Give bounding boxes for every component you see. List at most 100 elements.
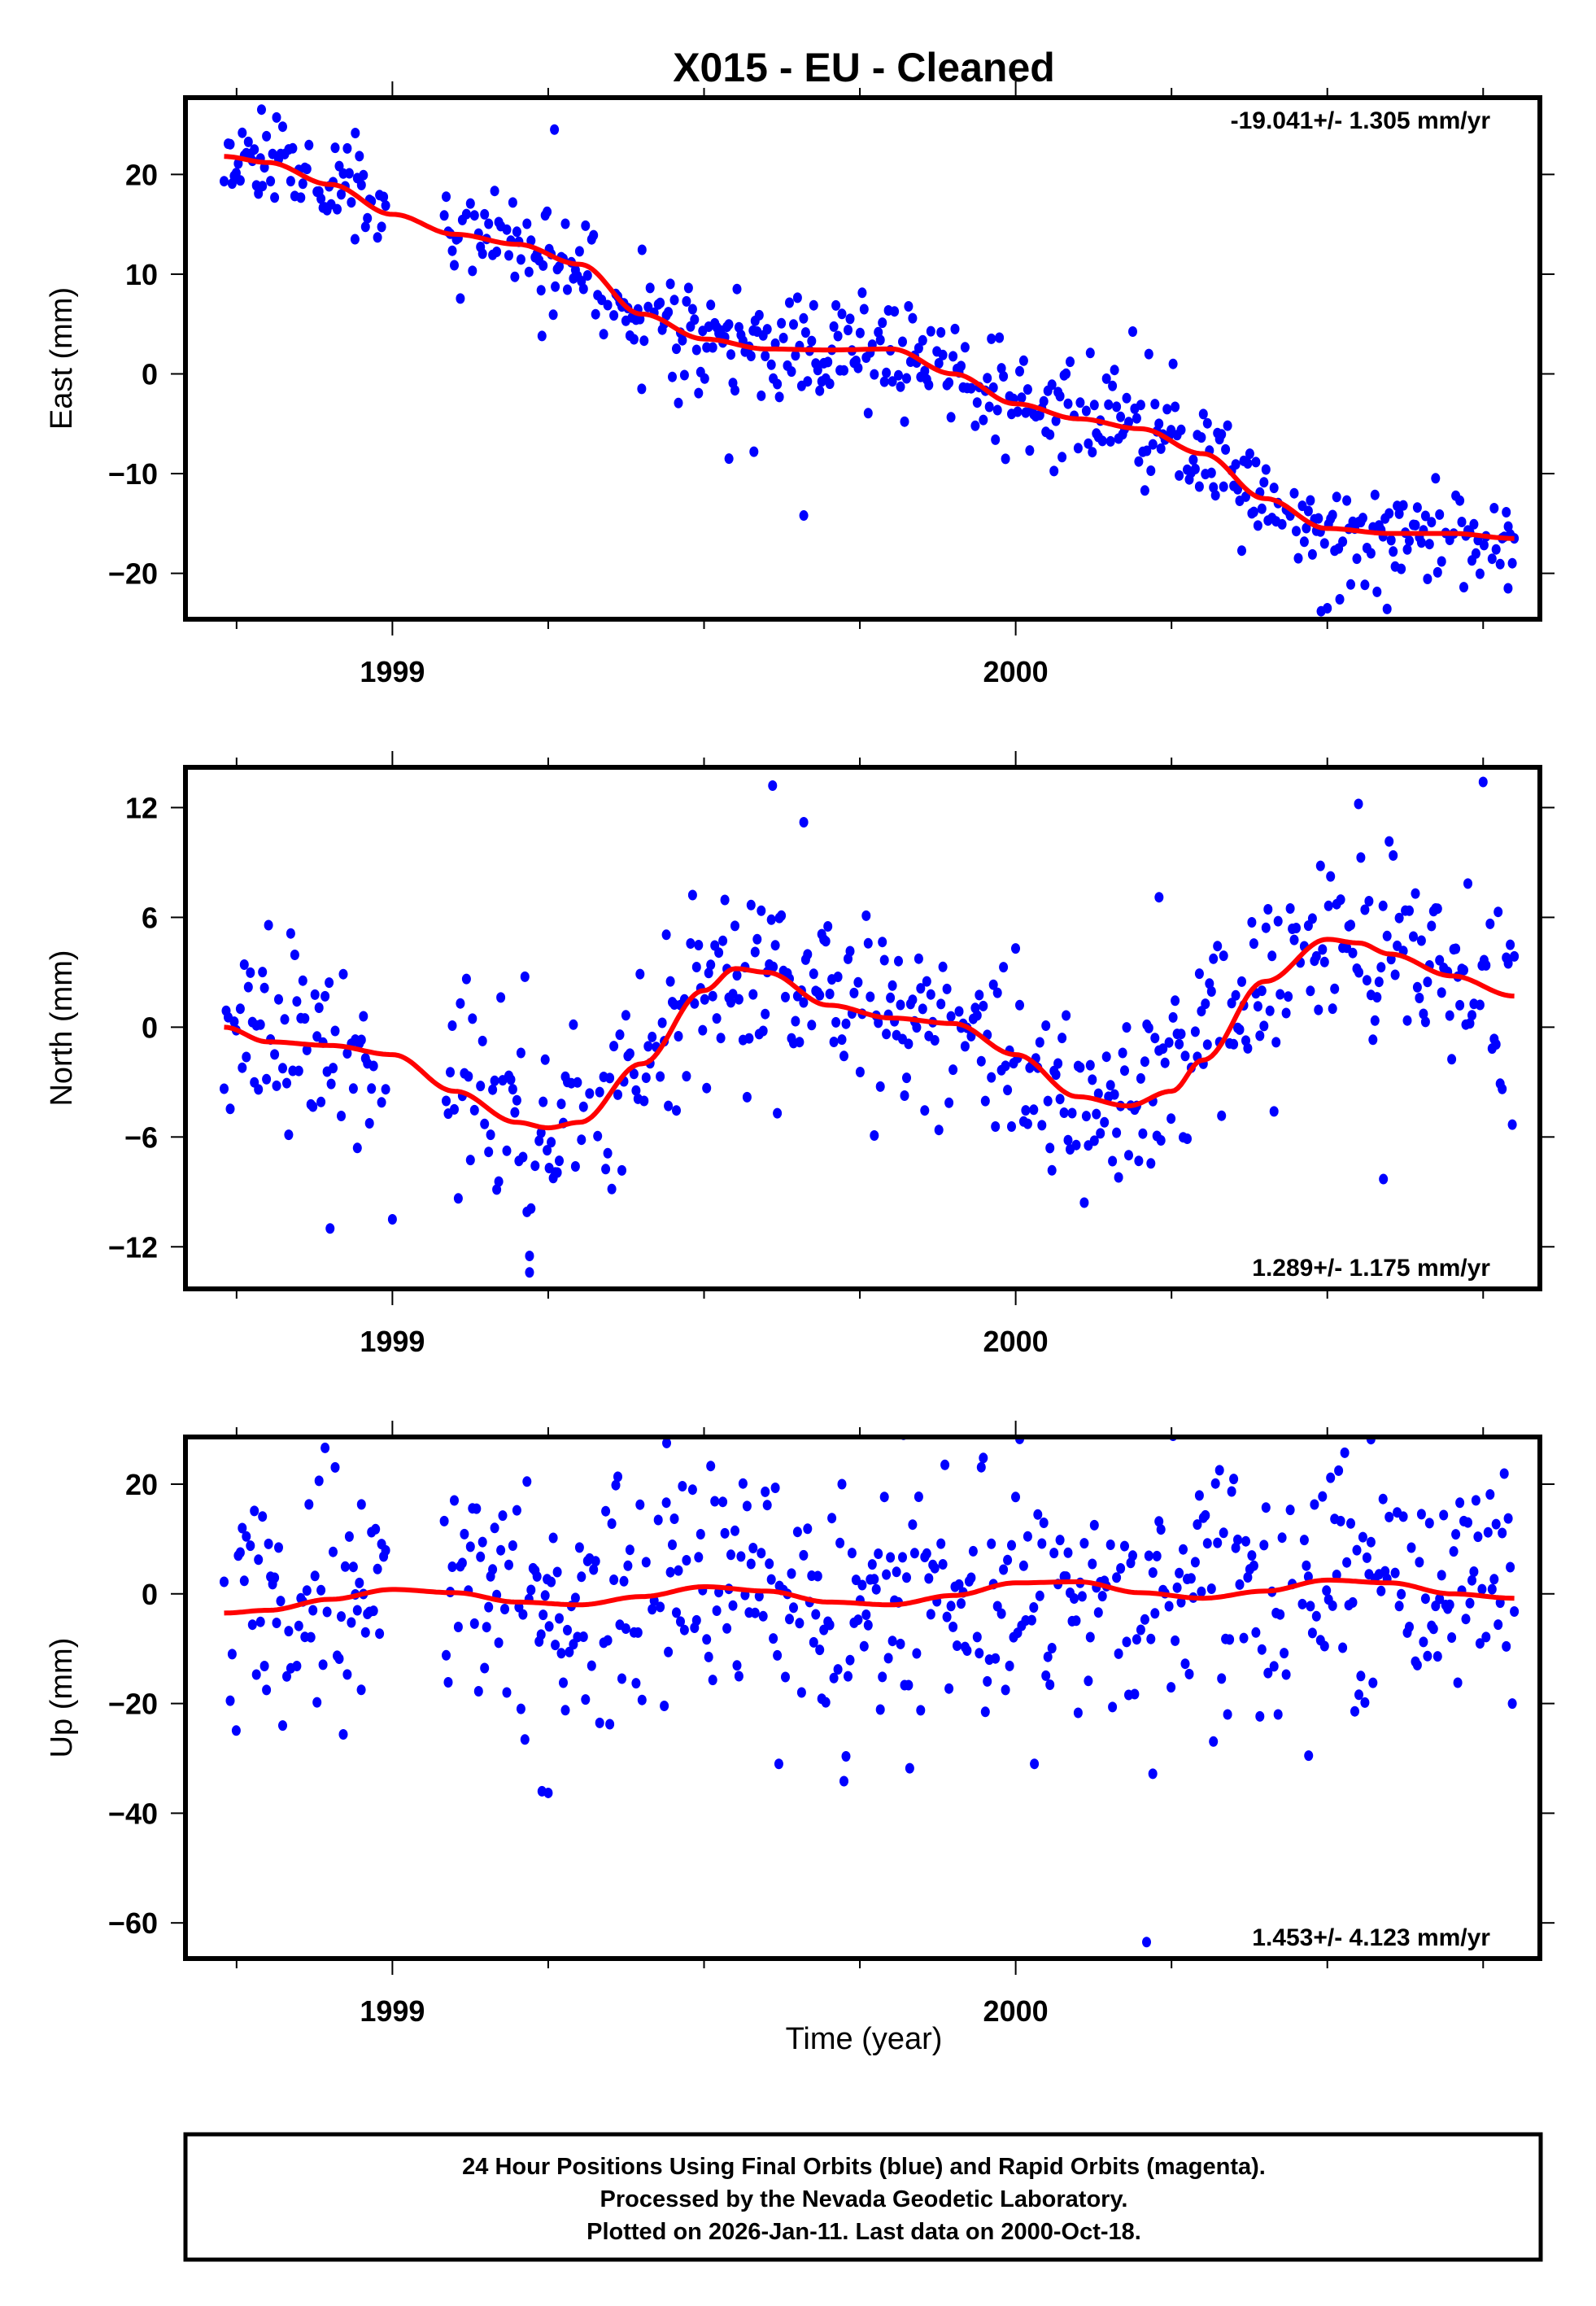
data-point: [316, 1096, 326, 1107]
data-point: [1269, 483, 1279, 494]
data-point: [356, 1034, 366, 1046]
data-point: [966, 1572, 976, 1583]
data-point: [823, 921, 833, 932]
data-point: [1435, 954, 1445, 966]
data-point: [1307, 913, 1317, 924]
y-tick-label: 20: [125, 1468, 158, 1501]
data-point: [999, 962, 1009, 973]
data-point: [882, 1569, 892, 1580]
data-point: [984, 401, 994, 413]
data-point: [1390, 1567, 1400, 1579]
data-point: [255, 1616, 265, 1627]
data-point: [683, 282, 693, 294]
data-point: [1340, 1447, 1350, 1458]
data-point: [476, 1081, 486, 1092]
data-point-outlier: [1030, 1758, 1040, 1770]
data-point: [560, 218, 570, 229]
data-point: [1085, 1631, 1095, 1643]
data-point: [1053, 1058, 1063, 1069]
data-point: [946, 1011, 956, 1022]
data-point: [1477, 1583, 1487, 1595]
data-point: [948, 351, 958, 362]
data-point: [1416, 1509, 1426, 1520]
data-point: [460, 1528, 469, 1540]
data-point: [800, 327, 810, 338]
data-point: [1055, 1094, 1065, 1105]
data-point: [250, 1505, 259, 1517]
footer-line-3: Plotted on 2026-Jan-11. Last data on 200…: [587, 2219, 1141, 2245]
data-point: [1073, 443, 1083, 454]
data-point: [516, 1047, 525, 1059]
data-point: [672, 1105, 681, 1116]
data-point: [1116, 1563, 1126, 1574]
data-point: [1021, 1105, 1031, 1116]
data-point: [908, 312, 918, 324]
data-point: [1269, 1106, 1279, 1117]
data-point: [338, 1729, 348, 1740]
data-point: [1239, 1632, 1249, 1644]
data-point: [300, 1013, 310, 1024]
data-point: [1251, 456, 1261, 468]
data-point: [1035, 1590, 1044, 1601]
data-point: [496, 992, 506, 1003]
data-point: [991, 434, 1001, 445]
data-point: [1144, 348, 1153, 360]
data-point: [347, 1617, 356, 1628]
data-point: [1039, 1518, 1049, 1528]
data-point: [330, 1461, 340, 1473]
data-point: [988, 382, 998, 393]
data-point: [1175, 1567, 1184, 1579]
data-point: [1172, 1582, 1182, 1593]
data-point: [1251, 1627, 1261, 1638]
data-point: [1372, 992, 1382, 1003]
data-point: [1402, 1015, 1412, 1026]
data-point: [1311, 950, 1321, 962]
data-point: [631, 1085, 641, 1096]
data-point: [496, 1544, 506, 1556]
data-point: [453, 1622, 463, 1632]
data-point: [1307, 548, 1317, 560]
data-point: [672, 1607, 681, 1618]
data-point: [469, 1618, 479, 1629]
data-point: [960, 342, 970, 353]
data-point: [1259, 1540, 1269, 1551]
data-point: [861, 1609, 871, 1620]
data-point: [1346, 1518, 1355, 1529]
data-point: [946, 412, 956, 423]
data-point: [1390, 969, 1400, 980]
data-point: [1197, 432, 1206, 443]
data-point: [340, 1561, 350, 1572]
data-point: [761, 351, 770, 361]
data-point: [668, 371, 677, 382]
data-point: [1432, 903, 1442, 915]
data-point: [453, 1193, 463, 1204]
data-point: [375, 1628, 385, 1640]
data-point: [1409, 931, 1418, 942]
data-point: [1420, 510, 1430, 522]
data-point: [1001, 453, 1010, 465]
data-point-outlier: [1503, 583, 1513, 594]
data-point: [1292, 526, 1301, 537]
data-point: [1092, 1108, 1101, 1120]
data-point: [1360, 579, 1370, 591]
data-point: [744, 1033, 754, 1044]
data-point: [492, 247, 502, 257]
data-point: [879, 954, 889, 966]
data-point: [682, 1555, 691, 1566]
data-point: [773, 1107, 783, 1119]
data-point: [611, 1479, 621, 1491]
data-point: [1280, 1648, 1289, 1659]
data-point: [926, 325, 935, 337]
data-point: [536, 1127, 546, 1138]
data-point: [1214, 1465, 1224, 1476]
data-point: [490, 1522, 499, 1534]
data-point: [778, 332, 788, 343]
data-point: [484, 1146, 494, 1158]
data-point: [595, 1086, 604, 1098]
data-point: [1348, 947, 1358, 959]
data-point: [1241, 1535, 1250, 1547]
data-point: [613, 1089, 622, 1100]
data-point: [766, 914, 776, 925]
data-point: [457, 1557, 467, 1569]
data-point: [1108, 1701, 1118, 1713]
